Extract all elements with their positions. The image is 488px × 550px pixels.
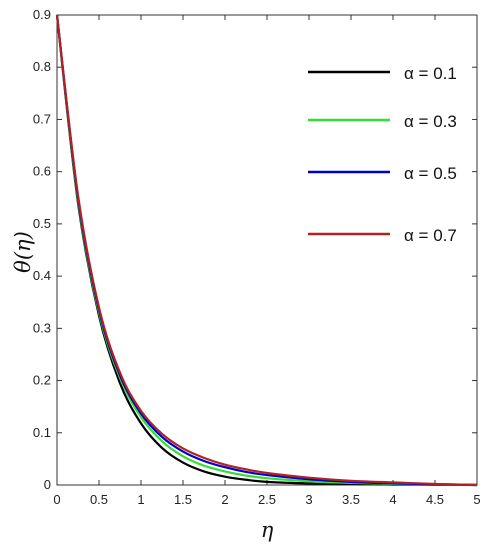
legend: α = 0.1 α = 0.3 α = 0.5 α = 0.7	[308, 64, 457, 245]
y-tick-label: 0	[44, 477, 51, 492]
y-tick-label: 0.4	[33, 268, 51, 283]
y-tick-label: 0.7	[33, 111, 51, 126]
legend-label-3: α = 0.5	[404, 164, 457, 183]
legend-label-4: α = 0.7	[404, 226, 457, 245]
plot-frame	[56, 14, 478, 486]
x-tick-label: 2.5	[258, 492, 276, 507]
y-tick-label: 0.6	[33, 164, 51, 179]
y-tick-label: 0.5	[33, 216, 51, 231]
x-tick-label: 1	[137, 492, 144, 507]
legend-label-1: α = 0.1	[404, 64, 457, 83]
y-axis-label: θ(η)	[11, 231, 35, 273]
series-lines	[55, 14, 478, 487]
series-line-1	[55, 14, 478, 487]
series-line-2	[55, 14, 478, 487]
x-tick-label: 4.5	[426, 492, 444, 507]
series-line-3	[55, 14, 478, 487]
legend-label-2: α = 0.3	[404, 112, 457, 131]
x-axis-label: η	[261, 518, 274, 542]
y-tick-label: 0.3	[33, 320, 51, 335]
x-tick-label: 0	[53, 492, 60, 507]
y-axis: 0 0.1 0.2 0.3 0.4 0.5 0.6 0.7 0.8 0.9	[33, 7, 477, 492]
series-line-4	[55, 14, 478, 487]
x-tick-label: 4	[389, 492, 396, 507]
x-tick-label: 3	[305, 492, 312, 507]
y-tick-label: 0.2	[33, 373, 51, 388]
x-tick-label: 3.5	[342, 492, 360, 507]
x-tick-label: 5	[473, 492, 480, 507]
y-tick-label: 0.8	[33, 59, 51, 74]
x-tick-label: 0.5	[90, 492, 108, 507]
y-tick-label: 0.1	[33, 425, 51, 440]
y-tick-label: 0.9	[33, 7, 51, 22]
x-axis: 0 0.5 1 1.5 2 2.5 3 3.5 4 4.5 5	[53, 15, 481, 507]
x-tick-label: 2	[221, 492, 228, 507]
x-tick-label: 1.5	[174, 492, 192, 507]
